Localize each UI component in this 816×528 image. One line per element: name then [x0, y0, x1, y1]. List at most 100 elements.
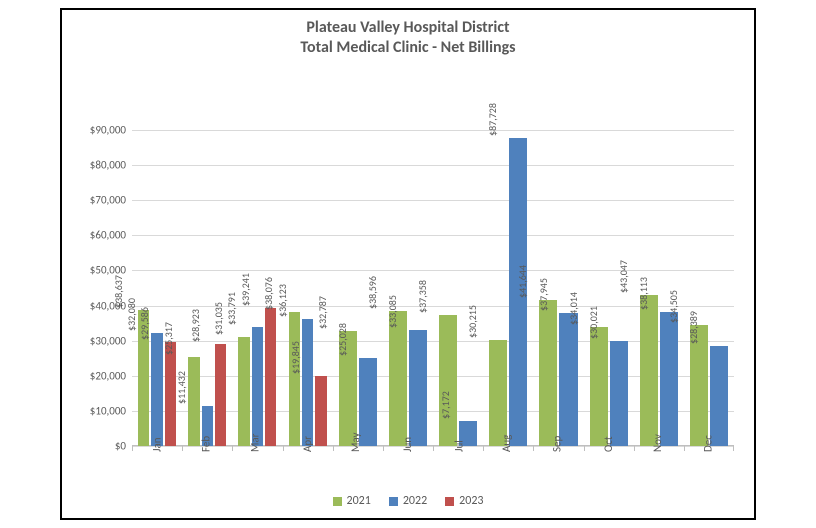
bar-value-label: $29,586 [139, 307, 152, 342]
x-category-label: Feb [200, 436, 213, 452]
bar: $30,215 [489, 340, 507, 446]
x-category-label: Jan [151, 437, 164, 452]
bar: $19,845 [315, 376, 326, 446]
x-tick [433, 446, 434, 451]
bar: $31,035 [238, 337, 249, 446]
x-tick [383, 446, 384, 451]
bar: $34,014 [590, 327, 608, 446]
bar-value-label: $38,596 [366, 276, 379, 311]
bars-row: $25,317$11,432$28,923 [188, 130, 226, 446]
bars-row: $37,358$7,172 [439, 130, 477, 446]
bar-value-label: $7,172 [439, 391, 452, 421]
bar-value-label: $38,113 [637, 277, 650, 312]
bar-value-label: $11,432 [175, 371, 188, 406]
x-tick [634, 446, 635, 451]
x-category-label: Sep [551, 436, 564, 452]
x-tick [132, 446, 133, 451]
y-tick-label: $30,000 [90, 334, 126, 347]
x-tick [232, 446, 233, 451]
bar: $33,791 [252, 327, 263, 446]
x-tick [584, 446, 585, 451]
bar: $28,923 [215, 344, 226, 446]
bar-value-label: $32,787 [316, 296, 329, 331]
bar-value-label: $25,028 [336, 323, 349, 358]
y-tick-label: $0 [115, 440, 126, 453]
bar-value-label: $43,047 [617, 260, 630, 295]
legend-swatch [445, 497, 454, 506]
legend-label: 2021 [347, 494, 371, 508]
bar-group: $25,317$11,432$28,923Feb [182, 130, 232, 446]
x-category-label: Mar [249, 433, 262, 452]
chart-title: Plateau Valley Hospital District Total M… [62, 18, 754, 58]
title-line-2: Total Medical Clinic - Net Billings [62, 38, 754, 58]
x-category-label: Nov [651, 434, 664, 452]
bar-value-label: $37,358 [416, 280, 429, 315]
bar: $36,123 [302, 319, 313, 446]
bar-value-label: $25,317 [162, 322, 175, 357]
x-tick [333, 446, 334, 451]
legend-label: 2023 [459, 494, 483, 508]
bar: $32,080 [151, 333, 162, 446]
legend: 202120222023 [62, 494, 754, 508]
bar-value-label: $19,845 [289, 341, 302, 376]
legend-swatch [389, 497, 398, 506]
x-tick [733, 446, 734, 451]
x-tick [283, 446, 284, 451]
title-line-1: Plateau Valley Hospital District [62, 18, 754, 38]
x-tick [684, 446, 685, 451]
bar-value-label: $36,123 [276, 284, 289, 319]
x-category-label: Aug [500, 435, 513, 452]
bar-value-label: $38,076 [262, 277, 275, 312]
chart-container: Plateau Valley Hospital District Total M… [60, 8, 756, 520]
bar-value-label: $30,021 [587, 306, 600, 341]
bar: $38,076 [289, 312, 300, 446]
x-category-label: Oct [602, 436, 615, 452]
bar-group: $34,505$28,389Dec [684, 130, 734, 446]
bar-group: $38,076$36,123$19,845Apr [283, 130, 333, 446]
bar-value-label: $32,080 [125, 298, 138, 333]
bar: $38,596 [389, 311, 407, 447]
x-category-label: Jun [401, 437, 414, 452]
bar-value-label: $28,389 [687, 311, 700, 346]
x-tick [182, 446, 183, 451]
bars-row: $34,505$28,389 [690, 130, 728, 446]
y-tick-label: $60,000 [90, 229, 126, 242]
bar: $39,241 [265, 308, 276, 446]
bar: $41,644 [539, 300, 557, 446]
bar: $38,113 [660, 312, 678, 446]
bars-row: $43,047$38,113 [640, 130, 678, 446]
x-category-label: May [349, 433, 362, 452]
bars-row: $41,644$37,945 [539, 130, 577, 446]
legend-swatch [333, 497, 342, 506]
x-tick [533, 446, 534, 451]
legend-item: 2021 [333, 494, 371, 508]
bar-value-label: $30,215 [466, 305, 479, 340]
bars-row: $38,076$36,123$19,845 [289, 130, 327, 446]
x-tick [483, 446, 484, 451]
bar-value-label: $34,014 [567, 292, 580, 327]
page-root: Plateau Valley Hospital District Total M… [0, 0, 816, 528]
plot-area: $0$10,000$20,000$30,000$40,000$50,000$60… [132, 130, 734, 446]
bar-value-label: $41,644 [517, 265, 530, 300]
bar-value-label: $87,728 [486, 103, 499, 138]
bar: $30,021 [610, 341, 628, 446]
bar-value-label: $34,505 [667, 290, 680, 325]
bar-value-label: $31,035 [212, 302, 225, 337]
bar: $28,389 [710, 346, 728, 446]
bar-value-label: $33,791 [226, 292, 239, 327]
legend-item: 2023 [445, 494, 483, 508]
bar-groups: $38,637$32,080$29,586Jan$25,317$11,432$2… [132, 130, 734, 446]
y-tick-label: $20,000 [90, 369, 126, 382]
bar-value-label: $33,085 [386, 295, 399, 330]
bar-group: $43,047$38,113Nov [634, 130, 684, 446]
bar-value-label: $38,637 [112, 275, 125, 310]
bar: $37,945 [559, 313, 577, 446]
bar: $25,317 [188, 357, 199, 446]
bar-group: $41,644$37,945Sep [533, 130, 583, 446]
y-tick-label: $10,000 [90, 404, 126, 417]
bar-value-label: $28,923 [189, 310, 202, 345]
bar-group: $37,358$7,172Jul [433, 130, 483, 446]
bar-value-label: $39,241 [239, 273, 252, 308]
bar-value-label: $37,945 [537, 278, 550, 313]
y-tick-label: $80,000 [90, 159, 126, 172]
